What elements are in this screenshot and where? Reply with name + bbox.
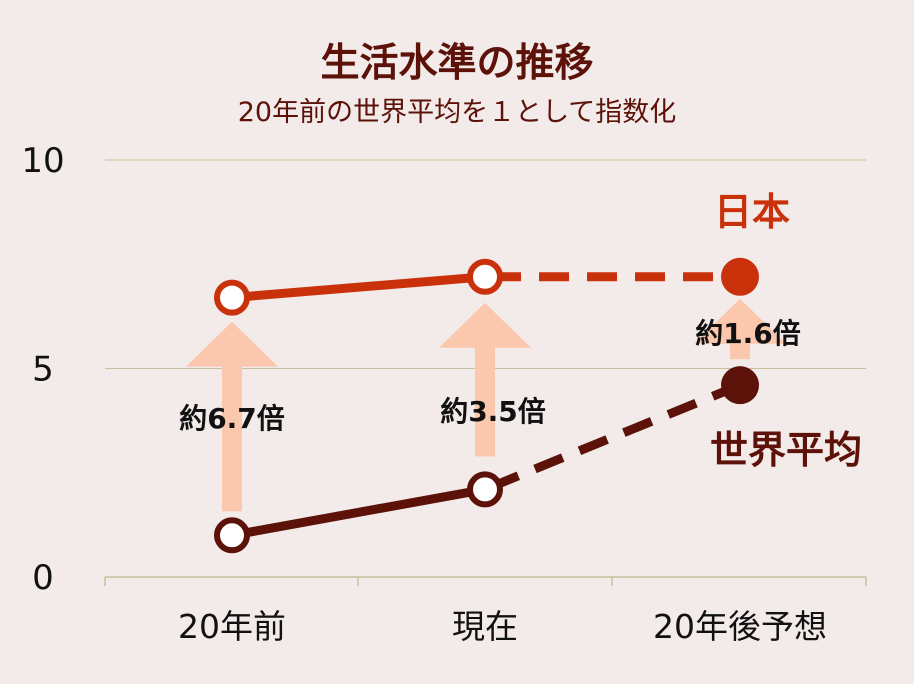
chart-title: 生活水準の推移: [320, 41, 594, 86]
ratio-arrow-head: [694, 298, 786, 344]
ratio-arrow-head: [186, 321, 278, 367]
y-tick-label: 5: [32, 350, 54, 390]
ratio-arrow-shaft: [730, 342, 750, 360]
x-tick-label: 20年前: [178, 607, 286, 646]
ratio-arrow-shaft: [222, 365, 242, 512]
annotation-label: 約1.6倍: [695, 317, 801, 350]
y-tick-label: 10: [21, 141, 64, 181]
annotation-label: 約6.7倍: [179, 402, 285, 435]
world-series-projected-point: [721, 366, 759, 405]
x-tick-label: 20年後予想: [653, 607, 827, 646]
ratio-arrow-shaft: [475, 346, 495, 457]
series-label-world: 世界平均: [710, 428, 862, 472]
chart-subtitle: 20年前の世界平均を１として指数化: [237, 97, 677, 128]
ratio-arrow: [694, 298, 786, 360]
x-tick-label: 現在: [452, 607, 518, 646]
japan-series-projected-point: [721, 257, 759, 296]
ratio-arrow: [186, 321, 278, 512]
series-label-japan: 日本: [714, 190, 790, 234]
world-series-point: [467, 471, 503, 508]
japan-series-point: [214, 279, 250, 316]
ratio-arrow-head: [439, 302, 531, 348]
world-series-point: [214, 517, 250, 554]
world-series-line: [227, 484, 490, 540]
ratio-arrow: [439, 302, 531, 457]
y-tick-label: 0: [32, 558, 54, 598]
annotation-label: 約3.5倍: [440, 395, 546, 428]
japan-series-line: [227, 272, 490, 303]
japan-series-point: [467, 258, 503, 295]
